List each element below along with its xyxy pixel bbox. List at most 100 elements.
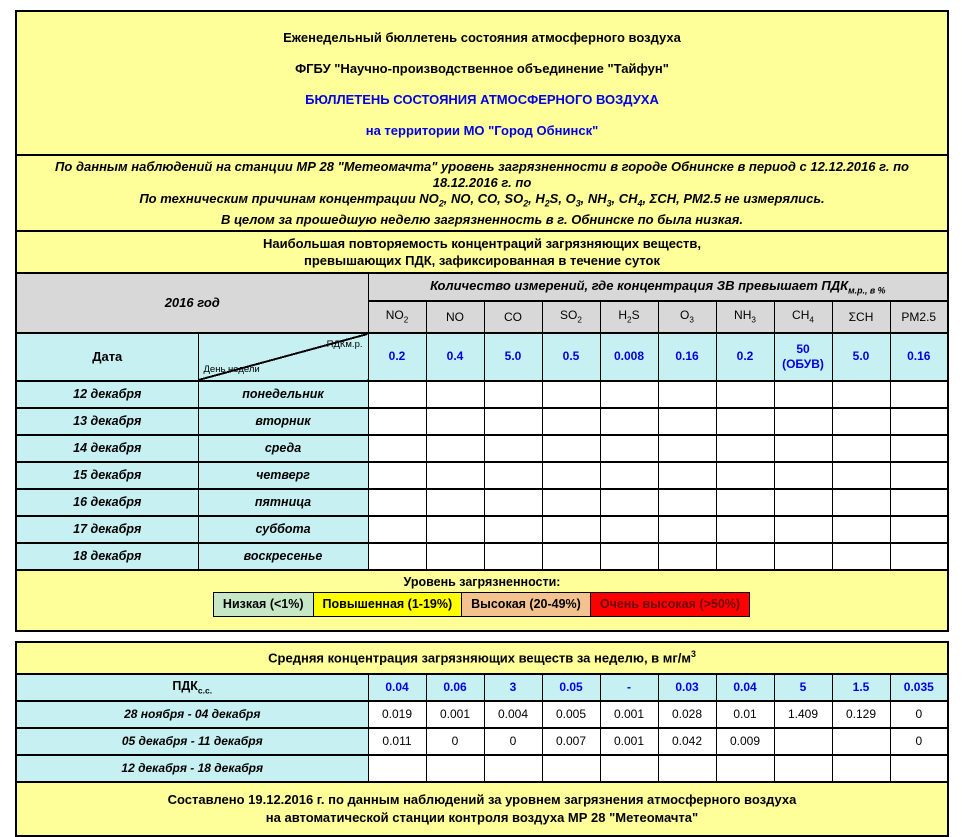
week-value: 1.409 bbox=[773, 699, 833, 729]
footer-block: Составлено 19.12.2016 г. по данным наблю… bbox=[15, 780, 949, 837]
column-header-no2: NO2 bbox=[367, 300, 427, 334]
week-value: 0.019 bbox=[367, 699, 427, 729]
empty-measurement-cell bbox=[657, 406, 717, 436]
week-value: 0.028 bbox=[657, 699, 717, 729]
empty-measurement-cell bbox=[773, 406, 833, 436]
empty-measurement-cell bbox=[541, 487, 601, 517]
empty-measurement-cell bbox=[715, 541, 775, 571]
pdk-value-co: 5.0 bbox=[483, 331, 543, 382]
empty-measurement-cell bbox=[367, 433, 427, 463]
pdk-ss-co: 3 bbox=[483, 672, 543, 702]
empty-measurement-cell bbox=[483, 487, 543, 517]
empty-measurement-cell bbox=[425, 514, 485, 544]
day-date-cell: 16 декабря bbox=[15, 487, 199, 517]
empty-measurement-cell bbox=[657, 487, 717, 517]
empty-measurement-cell bbox=[831, 433, 891, 463]
empty-measurement-cell bbox=[657, 541, 717, 571]
bulletin-page: Еженедельный бюллетень состояния атмосфе… bbox=[15, 10, 950, 837]
day-weekday-cell: вторник bbox=[197, 406, 369, 436]
pdk-value-o3: 0.16 bbox=[657, 331, 717, 382]
empty-measurement-cell bbox=[367, 541, 427, 571]
week-value: 0.001 bbox=[599, 726, 659, 756]
day-date-cell: 17 декабря bbox=[15, 514, 199, 544]
empty-measurement-cell bbox=[425, 541, 485, 571]
intro-block: По данным наблюдений на станции МР 28 "М… bbox=[15, 154, 949, 232]
pdk-ss-h2s: - bbox=[599, 672, 659, 702]
column-header-nh3: NH3 bbox=[715, 300, 775, 334]
pdk-ss-ch4: 5 bbox=[773, 672, 833, 702]
empty-measurement-cell bbox=[541, 460, 601, 490]
legend-block: Уровень загрязненности: Низкая (<1%) Повы… bbox=[15, 568, 949, 632]
bulletin-subtitle: Еженедельный бюллетень состояния атмосфе… bbox=[283, 30, 681, 45]
empty-measurement-cell bbox=[425, 433, 485, 463]
week-value: 0.001 bbox=[425, 699, 485, 729]
main-table-title-line1: Наибольшая повторяемость концентраций за… bbox=[262, 235, 702, 251]
empty-measurement-cell bbox=[773, 379, 833, 409]
territory-title: на территории МО "Город Обнинск" bbox=[365, 123, 599, 138]
pdk-value-ch4: 50 (ОБУВ) bbox=[773, 331, 833, 382]
pdk-value-pm25: 0.16 bbox=[889, 331, 949, 382]
week-value: 0 bbox=[889, 699, 949, 729]
empty-measurement-cell bbox=[483, 433, 543, 463]
week-value bbox=[599, 753, 659, 783]
empty-measurement-cell bbox=[483, 460, 543, 490]
empty-measurement-cell bbox=[715, 487, 775, 517]
empty-measurement-cell bbox=[831, 514, 891, 544]
empty-measurement-cell bbox=[425, 460, 485, 490]
pdk-mr-row: Дата ПДКм.р. День недели 0.2 0.4 5.0 0.5… bbox=[15, 331, 949, 382]
empty-measurement-cell bbox=[773, 514, 833, 544]
empty-measurement-cell bbox=[715, 460, 775, 490]
empty-measurement-cell bbox=[367, 487, 427, 517]
day-row-friday: 16 декабря пятница bbox=[15, 487, 949, 517]
organization-name: ФГБУ "Научно-производственное объединени… bbox=[295, 61, 669, 76]
empty-measurement-cell bbox=[657, 514, 717, 544]
empty-measurement-cell bbox=[541, 433, 601, 463]
empty-measurement-cell bbox=[599, 514, 659, 544]
pdk-value-no: 0.4 bbox=[425, 331, 485, 382]
day-row-wednesday: 14 декабря среда bbox=[15, 433, 949, 463]
pdk-ss-pm25: 0.035 bbox=[889, 672, 949, 702]
empty-measurement-cell bbox=[483, 379, 543, 409]
empty-measurement-cell bbox=[715, 514, 775, 544]
legend-item-very-high: Очень высокая (>50%) bbox=[589, 591, 751, 617]
day-date-cell: 12 декабря bbox=[15, 379, 199, 409]
column-header-no: NO bbox=[425, 300, 485, 334]
pdk-ss-row: ПДКс.с. 0.04 0.06 3 0.05 - 0.03 0.04 5 1… bbox=[15, 672, 949, 702]
empty-measurement-cell bbox=[889, 487, 949, 517]
pdk-ss-sch: 1.5 bbox=[831, 672, 891, 702]
pdk-ss-label: ПДКс.с. bbox=[15, 672, 369, 702]
average-concentration-table: Средняя концентрация загрязняющих вещест… bbox=[15, 640, 950, 783]
measure-header-cell: Количество измерений, где концентрация З… bbox=[367, 271, 949, 302]
empty-measurement-cell bbox=[889, 541, 949, 571]
intro-line-technical: По техническим причинам концентрации NO2… bbox=[139, 191, 825, 209]
column-header-o3: O3 bbox=[657, 300, 717, 334]
empty-measurement-cell bbox=[657, 460, 717, 490]
pdk-value-nh3: 0.2 bbox=[715, 331, 775, 382]
empty-measurement-cell bbox=[889, 406, 949, 436]
week-value bbox=[425, 753, 485, 783]
empty-measurement-cell bbox=[831, 460, 891, 490]
week-label: 05 декабря - 11 декабря bbox=[15, 726, 369, 756]
day-date-cell: 13 декабря bbox=[15, 406, 199, 436]
empty-measurement-cell bbox=[889, 433, 949, 463]
section-gap bbox=[15, 631, 949, 643]
empty-measurement-cell bbox=[367, 514, 427, 544]
empty-measurement-cell bbox=[715, 406, 775, 436]
footer-line2: на автоматической станции контроля возду… bbox=[265, 809, 699, 825]
day-date-cell: 14 декабря bbox=[15, 433, 199, 463]
pdk-ss-so2: 0.05 bbox=[541, 672, 601, 702]
week-value: 0.005 bbox=[541, 699, 601, 729]
empty-measurement-cell bbox=[483, 514, 543, 544]
column-header-co: CO bbox=[483, 300, 543, 334]
empty-measurement-cell bbox=[889, 379, 949, 409]
day-weekday-cell: воскресенье bbox=[197, 541, 369, 571]
week-value: 0 bbox=[483, 726, 543, 756]
main-table-title-line2: превышающих ПДК, зафиксированная в течен… bbox=[304, 252, 660, 268]
empty-measurement-cell bbox=[483, 406, 543, 436]
empty-measurement-cell bbox=[425, 487, 485, 517]
empty-measurement-cell bbox=[541, 379, 601, 409]
bulletin-title: БЮЛЛЕТЕНЬ СОСТОЯНИЯ АТМОСФЕРНОГО ВОЗДУХА bbox=[305, 92, 659, 107]
week-value bbox=[715, 753, 775, 783]
week-value bbox=[773, 726, 833, 756]
day-weekday-cell: четверг bbox=[197, 460, 369, 490]
